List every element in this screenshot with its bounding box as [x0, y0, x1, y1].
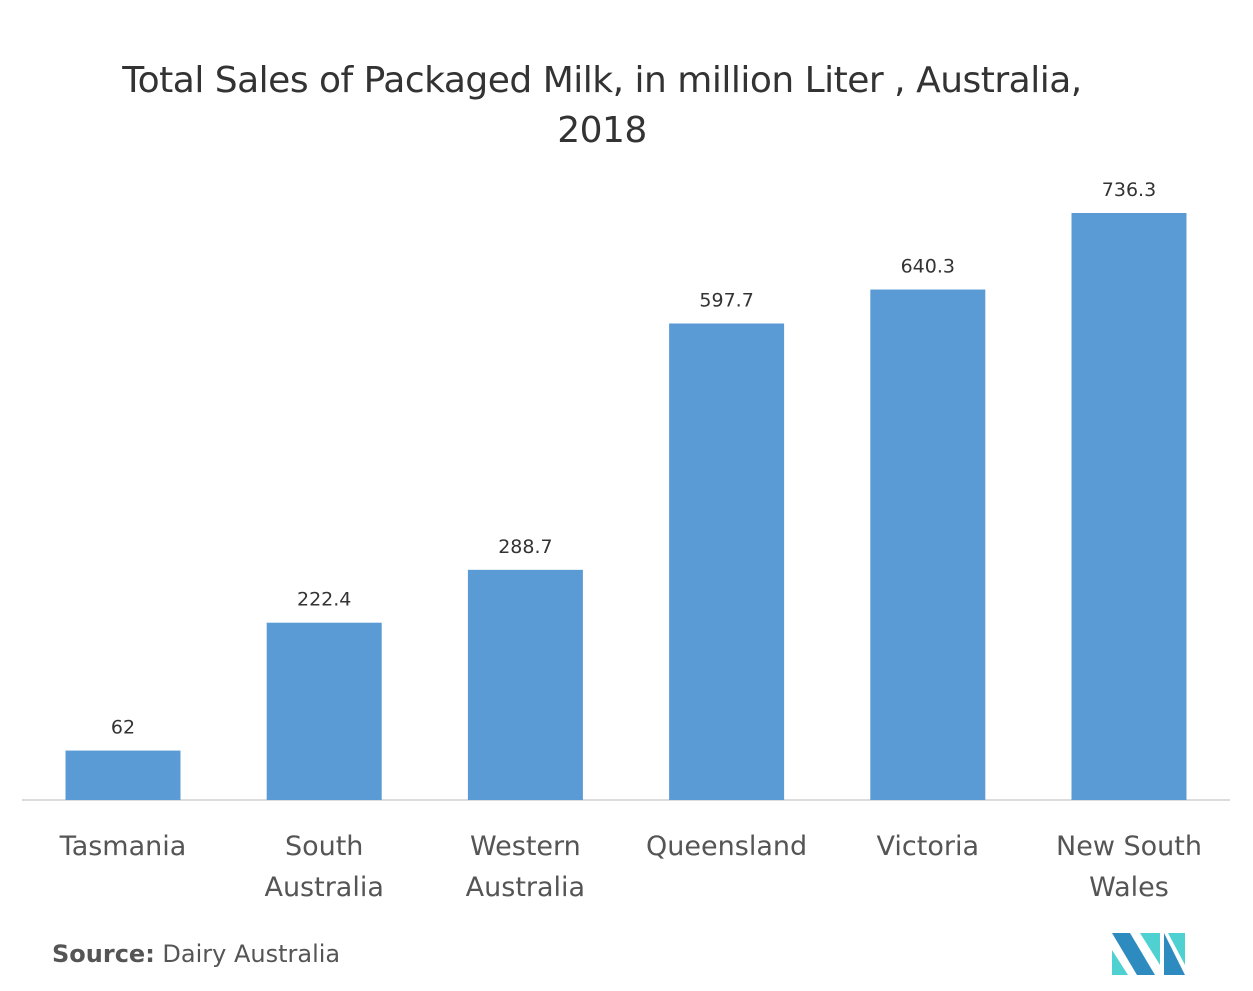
logo-mark-light: [1140, 933, 1160, 965]
source-note: Source: Dairy Australia: [52, 940, 340, 968]
category-label: South: [285, 831, 363, 862]
category-label: Western: [470, 831, 581, 862]
logo-mark-dark: [1112, 933, 1155, 975]
bar: [1071, 213, 1187, 800]
chart-title: Total Sales of Packaged Milk, in million…: [122, 60, 1082, 151]
category-label: New South: [1056, 831, 1202, 862]
bar: [65, 750, 181, 800]
data-label: 640.3: [901, 256, 955, 278]
source-text: Dairy Australia: [154, 940, 341, 968]
logo-mark-light: [1168, 933, 1185, 965]
data-label: 62: [111, 717, 135, 739]
bar: [669, 323, 785, 800]
logo-mark-light: [1112, 950, 1128, 975]
category-label: Australia: [264, 872, 383, 903]
logo-mark-dark: [1164, 933, 1185, 975]
category-label: Tasmania: [59, 831, 187, 862]
bar: [870, 289, 986, 800]
data-label: 222.4: [297, 589, 351, 611]
category-label: Queensland: [646, 831, 807, 862]
bar: [266, 622, 382, 800]
category-label: Victoria: [877, 831, 979, 862]
category-label: Australia: [466, 872, 585, 903]
data-label: 597.7: [699, 289, 753, 311]
logo: [1112, 933, 1185, 975]
bar: [467, 569, 583, 800]
data-label: 736.3: [1102, 179, 1156, 201]
data-label: 288.7: [498, 536, 552, 558]
category-label: Wales: [1089, 872, 1169, 903]
source-label: Source:: [52, 940, 155, 968]
